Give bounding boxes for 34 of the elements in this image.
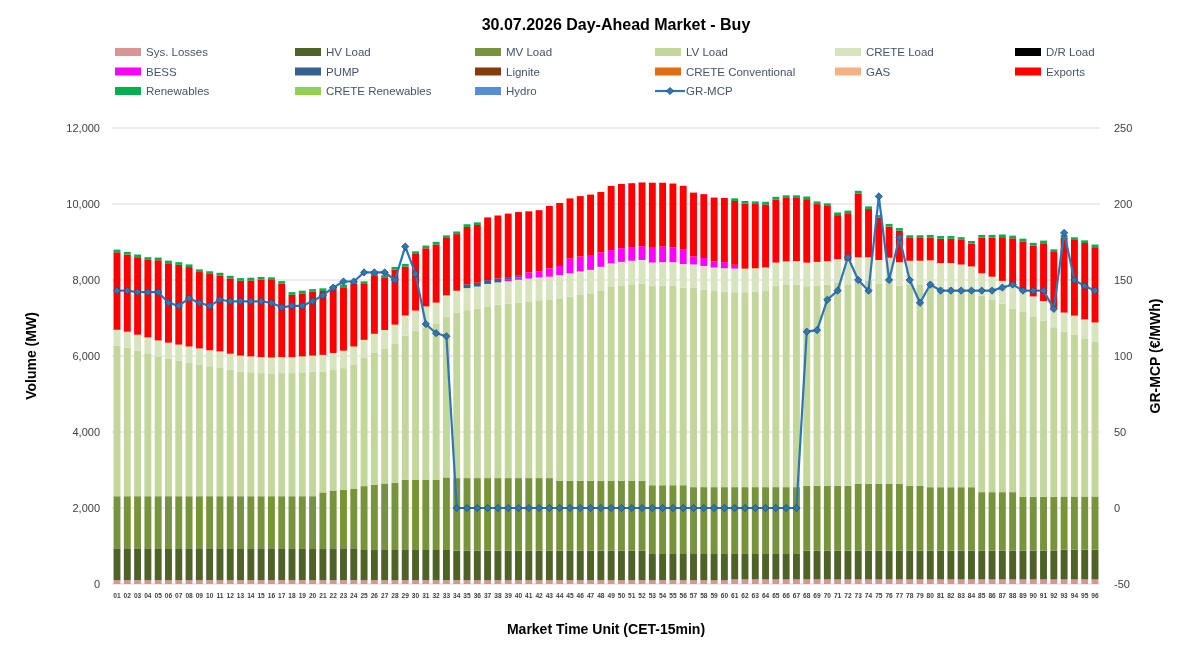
legend-label: HV Load [326, 46, 371, 58]
y-tick-label: 10,000 [66, 198, 100, 210]
y-tick-label: 2,000 [72, 502, 100, 514]
legend-label: CRETE Load [866, 46, 934, 58]
legend-label: Hydro [506, 85, 537, 97]
y2-tick-label: 100 [1114, 350, 1133, 362]
legend-label: PUMP [326, 65, 360, 78]
chart-title: 30.07.2026 Day-Ahead Market - Buy [481, 16, 751, 33]
legend-label: Renewables [146, 85, 210, 97]
legend-label: GR-MCP [686, 85, 733, 97]
y2-tick-label: 0 [1114, 502, 1121, 514]
y2-tick-label: 250 [1114, 122, 1133, 134]
legend-label: Exports [1046, 65, 1086, 78]
x-axis-title: Market Time Unit (CET-15min) [506, 621, 706, 637]
legend-label: Lignite [506, 65, 540, 78]
y-tick-label: 8,000 [72, 274, 100, 286]
legend-label: Sys. Losses [146, 46, 209, 58]
y-tick-label: 0 [93, 578, 100, 590]
y-axis-title: Volume (MW) [23, 312, 39, 400]
legend-label: BESS [146, 65, 178, 78]
legend-label: MV Load [506, 46, 553, 58]
legend-label: LV Load [686, 46, 728, 58]
y-tick-label: 12,000 [66, 122, 100, 134]
y2-tick-label: 50 [1114, 426, 1127, 438]
y2-tick-label: 150 [1114, 274, 1133, 286]
legend-label: GAS [866, 65, 891, 78]
legend-label: CRETE Renewables [326, 85, 432, 97]
y-tick-label: 6,000 [72, 350, 100, 362]
y-tick-label: 4,000 [72, 426, 100, 438]
y2-tick-label: 200 [1114, 198, 1133, 210]
legend-label: CRETE Conventional [686, 65, 796, 78]
y2-tick-label: -50 [1114, 578, 1130, 590]
y2-axis-title: GR-MCP (€/MWh) [1147, 298, 1163, 414]
legend-label: D/R Load [1046, 46, 1095, 58]
